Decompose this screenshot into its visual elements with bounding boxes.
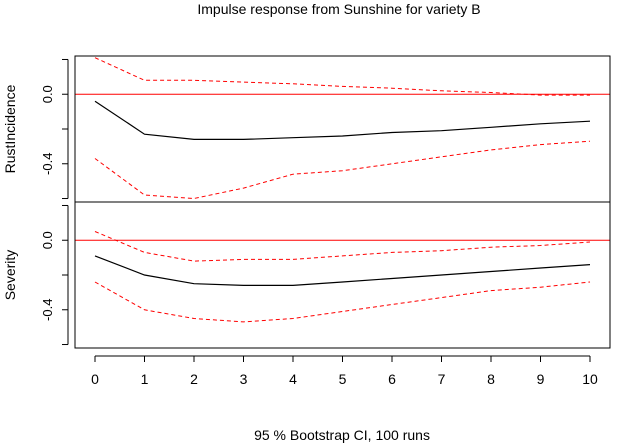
panel-ylabel: Severity — [2, 250, 18, 301]
x-tick-label: 8 — [487, 371, 495, 387]
y-tick-label: -0.4 — [40, 153, 55, 175]
y-tick-label: 0.0 — [40, 85, 55, 103]
ci-lower-line — [94, 140, 591, 200]
x-tick-label: 6 — [388, 371, 396, 387]
chart-title: Impulse response from Sunshine for varie… — [197, 1, 480, 17]
x-tick-label: 4 — [289, 371, 297, 387]
panel-frame — [74, 55, 611, 203]
panels-layer: 0.0 -0.4 RustIncidence 0.0 -0.4 Severity — [2, 55, 611, 349]
x-tick-label: 5 — [339, 371, 347, 387]
panel-ylabel: RustIncidence — [2, 84, 18, 173]
x-tick-label: 10 — [582, 371, 598, 387]
x-tick-label: 1 — [141, 371, 149, 387]
x-axis: 0 1 2 3 4 5 6 7 8 9 10 — [91, 355, 598, 387]
panel-frame — [74, 201, 611, 349]
y-tick-label: -0.4 — [40, 299, 55, 321]
x-tick-label: 2 — [190, 371, 198, 387]
impulse-response-line — [94, 255, 591, 286]
x-tick-label: 0 — [91, 371, 99, 387]
ci-lower-line — [94, 281, 591, 323]
panel-1: 0.0 -0.4 RustIncidence — [2, 55, 611, 203]
x-tick-label: 7 — [438, 371, 446, 387]
x-tick-label: 3 — [240, 371, 248, 387]
ci-upper-line — [94, 231, 591, 262]
panel-2: 0.0 -0.4 Severity — [2, 201, 611, 349]
bootstrap-ci-note: 95 % Bootstrap CI, 100 runs — [254, 427, 430, 443]
ci-upper-line — [94, 57, 590, 96]
y-tick-label: 0.0 — [40, 231, 55, 249]
x-tick-label: 9 — [537, 371, 545, 387]
impulse-response-line — [94, 100, 591, 140]
